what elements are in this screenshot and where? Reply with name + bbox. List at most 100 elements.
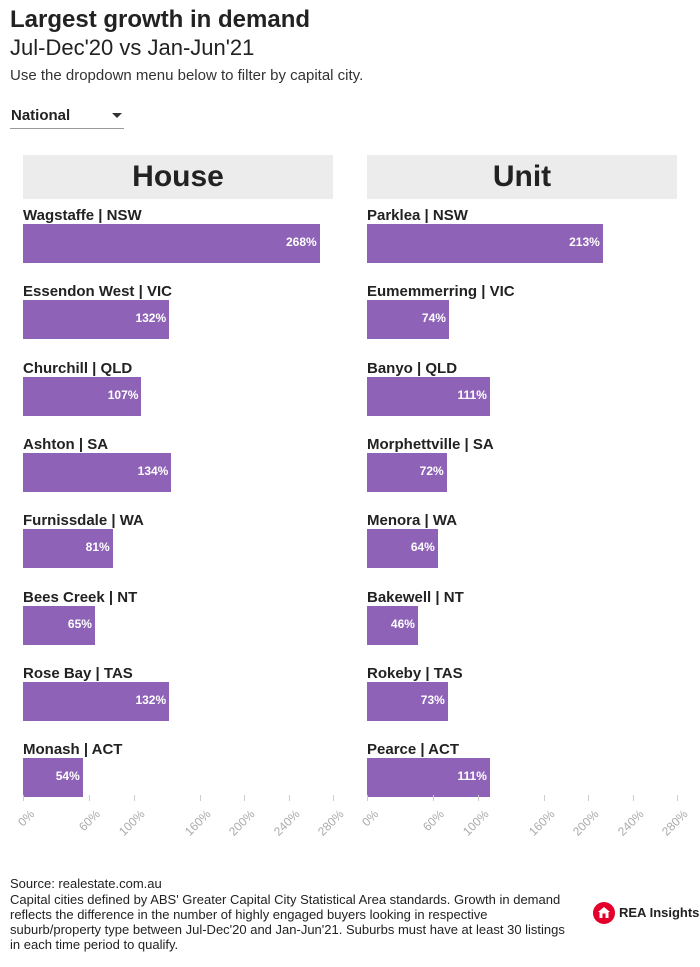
axis-tick bbox=[244, 795, 246, 801]
chart-subtitle: Jul-Dec'20 vs Jan-Jun'21 bbox=[10, 35, 255, 60]
axis-tick bbox=[333, 795, 334, 801]
bar-value-label: 213% bbox=[569, 235, 600, 249]
bar: 268% bbox=[23, 224, 320, 263]
axis-tick bbox=[367, 795, 368, 801]
bar-category-label: Bakewell | NT bbox=[367, 588, 464, 606]
axis-tick bbox=[288, 795, 290, 801]
axis-tick-label: 280% bbox=[658, 807, 691, 839]
bar-value-label: 81% bbox=[85, 540, 110, 555]
bar: 65% bbox=[23, 605, 95, 645]
axis-tick bbox=[133, 795, 135, 801]
axis-tick-label: 0% bbox=[15, 807, 38, 830]
bar-row: Furnissdale | WA 81% bbox=[23, 512, 333, 582]
unit-chart-panel: Unit Parklea | NSW 213% Eumemmerring | VIC… bbox=[367, 155, 677, 800]
axis-tick-label: 240% bbox=[270, 807, 303, 839]
axis-tick bbox=[89, 795, 91, 801]
bar: 111% bbox=[367, 376, 490, 416]
bar-value-label: 46% bbox=[390, 616, 415, 631]
axis-tick bbox=[544, 795, 546, 801]
unit-panel-header: Unit bbox=[367, 155, 677, 199]
bar-category-label: Bees Creek | NT bbox=[23, 588, 138, 606]
capital-city-dropdown[interactable]: National bbox=[10, 104, 124, 129]
filter-instruction: Use the dropdown menu below to filter by… bbox=[10, 67, 364, 84]
bar: 64% bbox=[367, 529, 438, 569]
bar-value-label: 64% bbox=[410, 540, 435, 555]
house-chart-panel: House Wagstaffe | NSW 268% Essendon West |… bbox=[23, 155, 333, 800]
bar-value-label: 111% bbox=[457, 387, 487, 402]
bar-category-label: Menora | WA bbox=[367, 512, 458, 530]
bar-category-label: Banyo | QLD bbox=[367, 359, 458, 377]
bar-category-label: Morphettville | SA bbox=[367, 435, 494, 453]
bar-row: Churchill | QLD 107% bbox=[23, 360, 333, 430]
rea-insights-logo: REA Insights bbox=[593, 902, 699, 924]
methodology-note: Capital cities defined by ABS' Greater C… bbox=[10, 892, 565, 952]
bar-value-label: 72% bbox=[419, 463, 444, 478]
bar-value-label: 74% bbox=[421, 311, 446, 326]
unit-x-axis: 0% 60% 100% 160% 200% 240% 280% bbox=[359, 795, 691, 850]
bar: 46% bbox=[367, 605, 418, 645]
logo-text: REA Insights bbox=[619, 905, 700, 920]
bar-row: Bakewell | NT 46% bbox=[367, 589, 677, 659]
bar-value-label: 54% bbox=[55, 769, 80, 784]
bar-category-label: Pearce | ACT bbox=[367, 741, 460, 759]
axis-tick bbox=[200, 795, 202, 801]
axis-tick-label: 280% bbox=[314, 807, 347, 839]
bar-row: Wagstaffe | NSW 268% bbox=[23, 207, 333, 277]
bar-row: Rokeby | TAS 73% bbox=[367, 665, 677, 735]
bar: 107% bbox=[23, 376, 142, 416]
bar-category-label: Rose Bay | TAS bbox=[23, 664, 133, 682]
axis-tick-label: 100% bbox=[115, 807, 148, 839]
bar: 134% bbox=[23, 452, 172, 492]
bar-value-label: 65% bbox=[67, 616, 92, 631]
bar-category-label: Wagstaffe | NSW bbox=[23, 207, 142, 224]
bar: 132% bbox=[23, 681, 170, 721]
bar-category-label: Parklea | NSW bbox=[367, 207, 468, 224]
bar: 111% bbox=[367, 758, 490, 798]
bar-row: Morphettville | SA 72% bbox=[367, 436, 677, 506]
axis-tick bbox=[632, 795, 634, 801]
house-icon bbox=[593, 902, 615, 924]
axis-tick bbox=[433, 795, 435, 801]
axis-tick bbox=[588, 795, 590, 801]
house-x-axis: 0% 60% 100% 160% 200% 240% 280% bbox=[15, 795, 347, 850]
chart-title: Largest growth in demand bbox=[10, 6, 311, 33]
chevron-down-icon bbox=[112, 113, 122, 118]
bar-category-label: Ashton | SA bbox=[23, 435, 109, 453]
bar-value-label: 134% bbox=[137, 463, 169, 478]
bar-value-label: 111% bbox=[457, 769, 487, 784]
axis-tick-label: 200% bbox=[570, 807, 603, 839]
axis-tick-label: 160% bbox=[526, 807, 558, 839]
bar-row: Bees Creek | NT 65% bbox=[23, 589, 333, 659]
bar: 74% bbox=[367, 300, 449, 340]
bar-row: Rose Bay | TAS 132% bbox=[23, 665, 333, 735]
bar-value-label: 73% bbox=[420, 692, 445, 707]
bar-category-label: Eumemmerring | VIC bbox=[367, 283, 515, 301]
axis-tick bbox=[477, 795, 479, 801]
axis-tick-label: 0% bbox=[359, 807, 382, 830]
bar-value-label: 107% bbox=[107, 387, 139, 402]
axis-tick bbox=[677, 795, 678, 801]
bar-category-label: Monash | ACT bbox=[23, 741, 123, 759]
bar: 73% bbox=[367, 681, 448, 721]
bar: 213% bbox=[367, 224, 603, 263]
bar-row: Banyo | QLD 111% bbox=[367, 360, 677, 430]
bar-value-label: 132% bbox=[135, 692, 167, 707]
axis-tick-label: 240% bbox=[614, 807, 647, 839]
bar-category-label: Rokeby | TAS bbox=[367, 664, 463, 682]
bar-category-label: Furnissdale | WA bbox=[23, 512, 144, 530]
bar: 81% bbox=[23, 529, 113, 569]
axis-tick-label: 60% bbox=[420, 807, 448, 834]
house-panel-header: House bbox=[23, 155, 333, 199]
bar-row: Monash | ACT 54% bbox=[23, 741, 333, 811]
bar-category-label: Churchill | QLD bbox=[23, 359, 133, 377]
bar-row: Pearce | ACT 111% bbox=[367, 741, 677, 811]
bar-row: Ashton | SA 134% bbox=[23, 436, 333, 506]
bar-row: Eumemmerring | VIC 74% bbox=[367, 283, 677, 353]
bar-value-label: 132% bbox=[135, 311, 167, 326]
axis-tick-label: 100% bbox=[459, 807, 492, 839]
bar-category-label: Essendon West | VIC bbox=[23, 283, 172, 301]
bar-row: Essendon West | VIC 132% bbox=[23, 283, 333, 353]
axis-tick-label: 160% bbox=[182, 807, 214, 839]
bar: 54% bbox=[23, 758, 83, 798]
axis-tick bbox=[23, 795, 24, 801]
